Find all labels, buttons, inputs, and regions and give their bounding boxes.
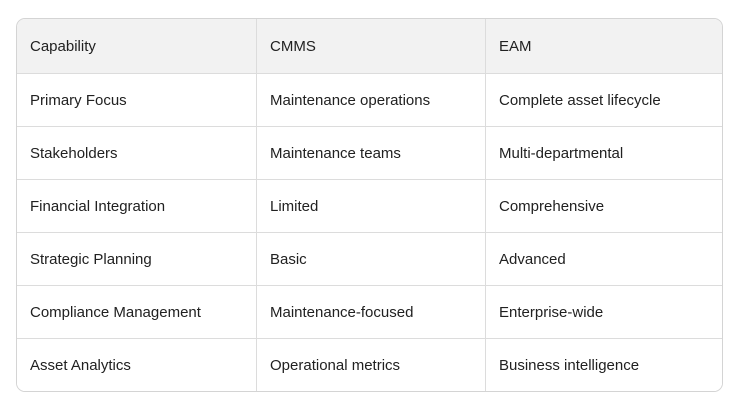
table-cell-capability: Asset Analytics bbox=[17, 338, 256, 391]
table-cell-eam: Business intelligence bbox=[485, 338, 722, 391]
table-row: Primary Focus Maintenance operations Com… bbox=[17, 73, 722, 126]
table-cell-eam: Advanced bbox=[485, 232, 722, 285]
comparison-table: Capability CMMS EAM Primary Focus Mainte… bbox=[17, 19, 722, 391]
table-cell-eam: Multi-departmental bbox=[485, 126, 722, 179]
table-cell-cmms: Limited bbox=[256, 179, 485, 232]
header-row: Capability CMMS EAM bbox=[17, 19, 722, 73]
table-cell-capability: Financial Integration bbox=[17, 179, 256, 232]
table-cell-cmms: Maintenance operations bbox=[256, 73, 485, 126]
table-row: Asset Analytics Operational metrics Busi… bbox=[17, 338, 722, 391]
column-header-cmms: CMMS bbox=[256, 19, 485, 73]
table-cell-eam: Enterprise-wide bbox=[485, 285, 722, 338]
table-row: Stakeholders Maintenance teams Multi-dep… bbox=[17, 126, 722, 179]
table-cell-cmms: Maintenance-focused bbox=[256, 285, 485, 338]
table-cell-capability: Stakeholders bbox=[17, 126, 256, 179]
table-cell-cmms: Maintenance teams bbox=[256, 126, 485, 179]
table-cell-eam: Complete asset lifecycle bbox=[485, 73, 722, 126]
table-row: Compliance Management Maintenance-focuse… bbox=[17, 285, 722, 338]
table-row: Strategic Planning Basic Advanced bbox=[17, 232, 722, 285]
table-cell-cmms: Operational metrics bbox=[256, 338, 485, 391]
table-cell-eam: Comprehensive bbox=[485, 179, 722, 232]
table-cell-capability: Strategic Planning bbox=[17, 232, 256, 285]
table-cell-cmms: Basic bbox=[256, 232, 485, 285]
table-cell-capability: Primary Focus bbox=[17, 73, 256, 126]
cmms-eam-comparison-table: Capability CMMS EAM Primary Focus Mainte… bbox=[16, 18, 723, 392]
column-header-eam: EAM bbox=[485, 19, 722, 73]
column-header-capability: Capability bbox=[17, 19, 256, 73]
table-row: Financial Integration Limited Comprehens… bbox=[17, 179, 722, 232]
table-cell-capability: Compliance Management bbox=[17, 285, 256, 338]
